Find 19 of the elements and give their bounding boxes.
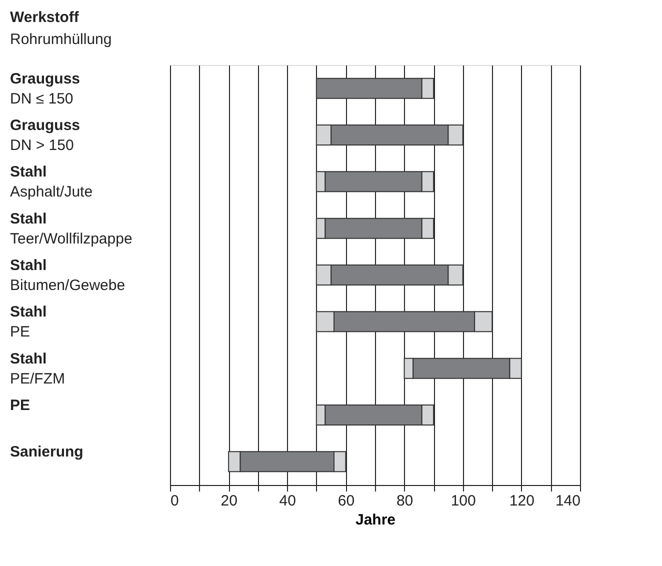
category-label: Grauguss DN ≤ 150 (10, 70, 80, 108)
x-tick-label: 60 (338, 492, 355, 510)
x-tick-label: 140 (555, 492, 580, 510)
category-label: Stahl PE (10, 304, 47, 341)
x-tick-label: 100 (450, 492, 476, 510)
category-label: Stahl PE/FZM (10, 350, 65, 388)
category-label: Stahl Asphalt/Jute (10, 164, 93, 201)
category-label: Stahl Teer/Wollfilzpappe (10, 210, 132, 248)
x-tick-label: 40 (279, 492, 296, 510)
category-label: Grauguss DN > 150 (10, 117, 80, 154)
y-tick-label: PE (10, 397, 30, 414)
x-tick-label: 120 (509, 492, 534, 510)
x-tick-label: 0 (170, 492, 179, 510)
category-label: Stahl Bitumen/Gewebe (10, 257, 126, 294)
x-tick-label: 80 (396, 492, 414, 510)
y-axis-title: Werkstoff Rohrumhüllung (10, 9, 112, 48)
y-tick-label: Sanierung (10, 444, 84, 461)
x-axis-title: Jahre (355, 512, 396, 528)
x-tick-label: 20 (220, 492, 238, 510)
